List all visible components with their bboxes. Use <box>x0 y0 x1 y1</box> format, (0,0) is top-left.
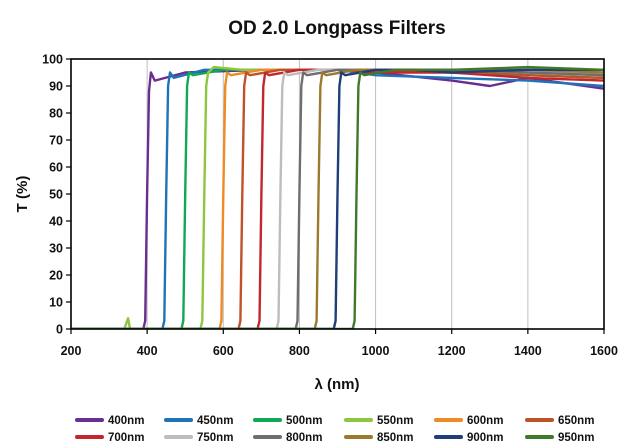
legend-label: 700nm <box>108 432 144 444</box>
y-tick-label: 30 <box>49 242 63 256</box>
legend-label: 950nm <box>558 432 594 444</box>
y-tick-label: 70 <box>49 134 63 148</box>
y-tick-label: 0 <box>56 323 63 337</box>
y-tick-label: 20 <box>49 269 63 283</box>
x-axis-ticks: 200 400 600 800 1000 1200 1400 1600 <box>61 329 618 358</box>
y-tick-label: 40 <box>49 215 63 229</box>
x-axis-label: λ (nm) <box>315 376 360 393</box>
y-tick-label: 60 <box>49 161 63 175</box>
series-line-950nm <box>71 65 604 329</box>
y-tick-label: 80 <box>49 107 63 121</box>
chart-title: OD 2.0 Longpass Filters <box>228 18 446 39</box>
y-axis-label: T (%) <box>14 176 31 213</box>
legend-label: 400nm <box>108 415 144 427</box>
series-lines <box>71 65 604 329</box>
x-tick-label: 1200 <box>438 344 466 358</box>
legend-label: 850nm <box>377 432 413 444</box>
y-tick-label: 100 <box>42 53 63 67</box>
legend-label: 750nm <box>197 432 233 444</box>
legend-label: 450nm <box>197 415 233 427</box>
legend-label: 600nm <box>467 415 503 427</box>
x-tick-label: 1600 <box>590 344 618 358</box>
legend-label: 550nm <box>377 415 413 427</box>
x-tick-label: 800 <box>289 344 310 358</box>
legend-label: 900nm <box>467 432 503 444</box>
legend-label: 500nm <box>286 415 322 427</box>
x-tick-label: 600 <box>213 344 234 358</box>
x-tick-label: 1000 <box>362 344 390 358</box>
y-tick-label: 50 <box>49 188 63 202</box>
x-tick-label: 400 <box>137 344 158 358</box>
legend-label: 800nm <box>286 432 322 444</box>
legend-label: 650nm <box>558 415 594 427</box>
x-tick-label: 1400 <box>514 344 542 358</box>
x-tick-label: 200 <box>61 344 82 358</box>
legend: 400nm 450nm 500nm 550nm 600nm 650nm 700nm 750nm… <box>75 415 594 444</box>
series-line-900nm <box>71 68 604 329</box>
y-tick-label: 10 <box>49 296 63 310</box>
series-line-400nm <box>71 68 604 329</box>
y-axis-ticks: 0 10 20 30 40 50 60 70 80 90 100 <box>42 53 71 337</box>
y-tick-label: 90 <box>49 80 63 94</box>
